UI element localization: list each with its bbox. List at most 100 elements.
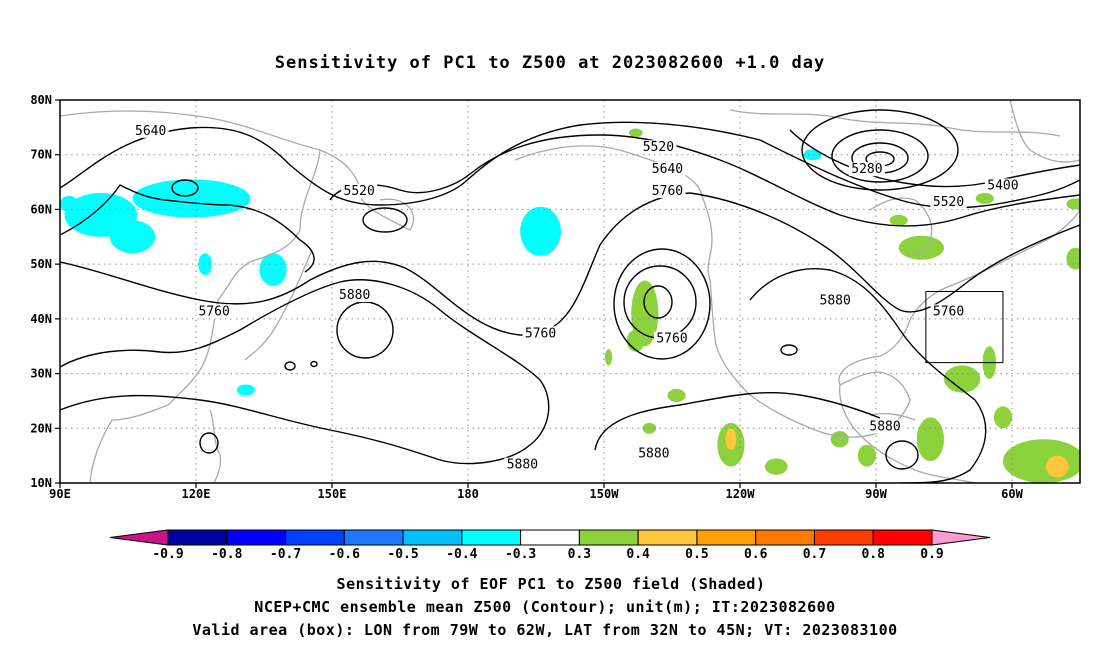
colorbar-bin-7 [578,529,639,546]
contour-5880-east [594,391,881,451]
coastline-arctic-islands [729,109,1061,137]
contour-label-1: 5520 [344,184,375,199]
figure-footer: Sensitivity of EOF PC1 to Z500 field (Sh… [192,575,897,639]
colorbar-label-2: -0.7 [270,547,301,562]
lat-label-30N: 30N [30,367,52,381]
figure-title: Sensitivity of PC1 to Z500 at 2023082600… [275,53,826,73]
map-frame [59,99,1081,484]
contour-label-9: 5880 [339,288,370,303]
lon-label-120E: 120E [182,487,211,501]
colorbar-label-10: 0.6 [744,547,768,562]
contour-low-center-3 [831,129,929,183]
contour-5880-pacific [60,279,550,465]
coastline-japan [244,249,313,361]
colorbar-bin-11 [813,529,874,546]
contour-label-bg-12 [817,293,854,308]
colorbar-label-12: 0.8 [861,547,885,562]
longitude-labels: 90E 120E 150E 180 150W 120W 90W 60W [49,487,1023,501]
contour-small-cell-kamchatka [362,207,408,233]
colorbar-label-13: 0.9 [920,547,943,562]
colorbar-bin-8 [637,529,698,546]
colorbar-bin-0 [167,529,228,546]
lat-label-10N: 10N [30,476,52,490]
lat-label-70N: 70N [30,148,52,162]
colorbar-label-9: 0.5 [685,547,708,562]
coastline-philippines [209,409,222,483]
valid-area-rectangle [925,291,1004,364]
sensitivity-patch-5 [198,253,212,276]
contour-label-bg-14 [867,419,904,434]
contour-label-bg-13 [930,304,967,319]
contour-label-bg-15 [504,457,541,472]
contour-label-3: 5640 [652,162,683,177]
footer-line-1: Sensitivity of EOF PC1 to Z500 field (Sh… [337,575,766,593]
sensitivity-patch-18 [725,428,737,451]
sensitivity-shading [60,128,1080,483]
coastline-asia-north [60,110,415,231]
contour-label-10: 5760 [525,326,556,341]
contour-label-11: 5760 [656,332,687,347]
latitude-labels: 80N 70N 60N 50N 40N 30N 20N 10N [30,93,52,490]
contour-label-12: 5880 [820,293,851,308]
coastline-north-america-east [909,209,1080,321]
colorbar-low-arrow [109,529,169,546]
lat-label-50N: 50N [30,257,52,271]
colorbar-label-7: 0.3 [568,547,591,562]
contour-small-cell-japan [284,361,296,371]
sensitivity-patch-13 [667,388,686,403]
sensitivity-patch-27 [1066,247,1080,270]
contour-label-bg-7 [930,194,967,209]
lon-label-120W: 120W [726,487,756,501]
sensitivity-patch-28 [1066,198,1080,210]
contour-label-7: 5520 [933,195,964,210]
lon-label-150W: 150W [590,487,620,501]
contour-label-4: 5760 [652,184,683,199]
axis-ticks [55,99,1013,488]
sensitivity-patch-20 [830,431,849,448]
lat-lon-gridlines [60,100,1080,483]
colorbar-label-11: 0.7 [803,547,826,562]
colorbar-label-0: -0.9 [152,547,183,562]
contour-5520-north-atlantic [719,159,1080,227]
colorbar-label-6: -0.3 [505,547,536,562]
sensitivity-patch-29 [975,193,994,204]
colorbar-bin-5 [461,529,522,546]
colorbar-label-1: -0.8 [211,547,242,562]
colorbar-label-5: -0.4 [446,547,477,562]
sensitivity-patch-16 [889,214,908,226]
contour-label-13: 5760 [933,304,964,319]
lat-label-60N: 60N [30,202,52,216]
contour-label-bg-11 [654,331,690,346]
lon-label-180: 180 [457,487,479,501]
colorbar-bin-9 [696,529,757,546]
sensitivity-patch-2 [109,220,156,254]
contour-5760-north-america [689,192,1080,313]
colorbar: -0.9 -0.8 -0.7 -0.6 -0.5 -0.4 -0.3 0.3 0.4 0.5 0.6… [109,529,991,562]
colorbar-label-3: -0.6 [329,547,360,562]
coastline-alaska [514,145,713,281]
colorbar-bin-2 [285,529,345,546]
lon-label-90E: 90E [49,487,71,501]
contour-label-15: 5880 [507,458,538,473]
contour-label-bg-0 [132,123,169,138]
contour-label-8: 5760 [198,304,229,319]
contour-label-bg-4 [649,184,686,199]
contour-high-pacific-3 [613,248,711,360]
contour-label-bg-8 [196,304,233,319]
coastline-cuba [869,413,916,421]
contour-small-cell-mexico [780,344,798,356]
colorbar-label-8: 0.4 [626,547,650,562]
footer-line-2: NCEP+CMC ensemble mean Z500 (Contour); u… [254,598,835,616]
sensitivity-patch-3 [60,195,79,213]
contour-small-cell-south-china-sea [199,432,219,454]
sensitivity-patch-25 [1002,439,1080,483]
contour-label-16: 5880 [638,447,669,462]
map-panel: 5640 5520 5520 5640 5760 5280 5400 5520 5760 5880… [30,93,1081,501]
valid-area-box [925,291,1004,364]
contour-labels: 5640 5520 5520 5640 5760 5280 5400 5520 5760 5880… [132,123,1021,473]
sensitivity-patch-23 [944,365,981,393]
contour-label-bg-16 [635,446,672,461]
coastline-north-america-west [709,279,881,438]
contour-5880-north-america [749,268,987,483]
